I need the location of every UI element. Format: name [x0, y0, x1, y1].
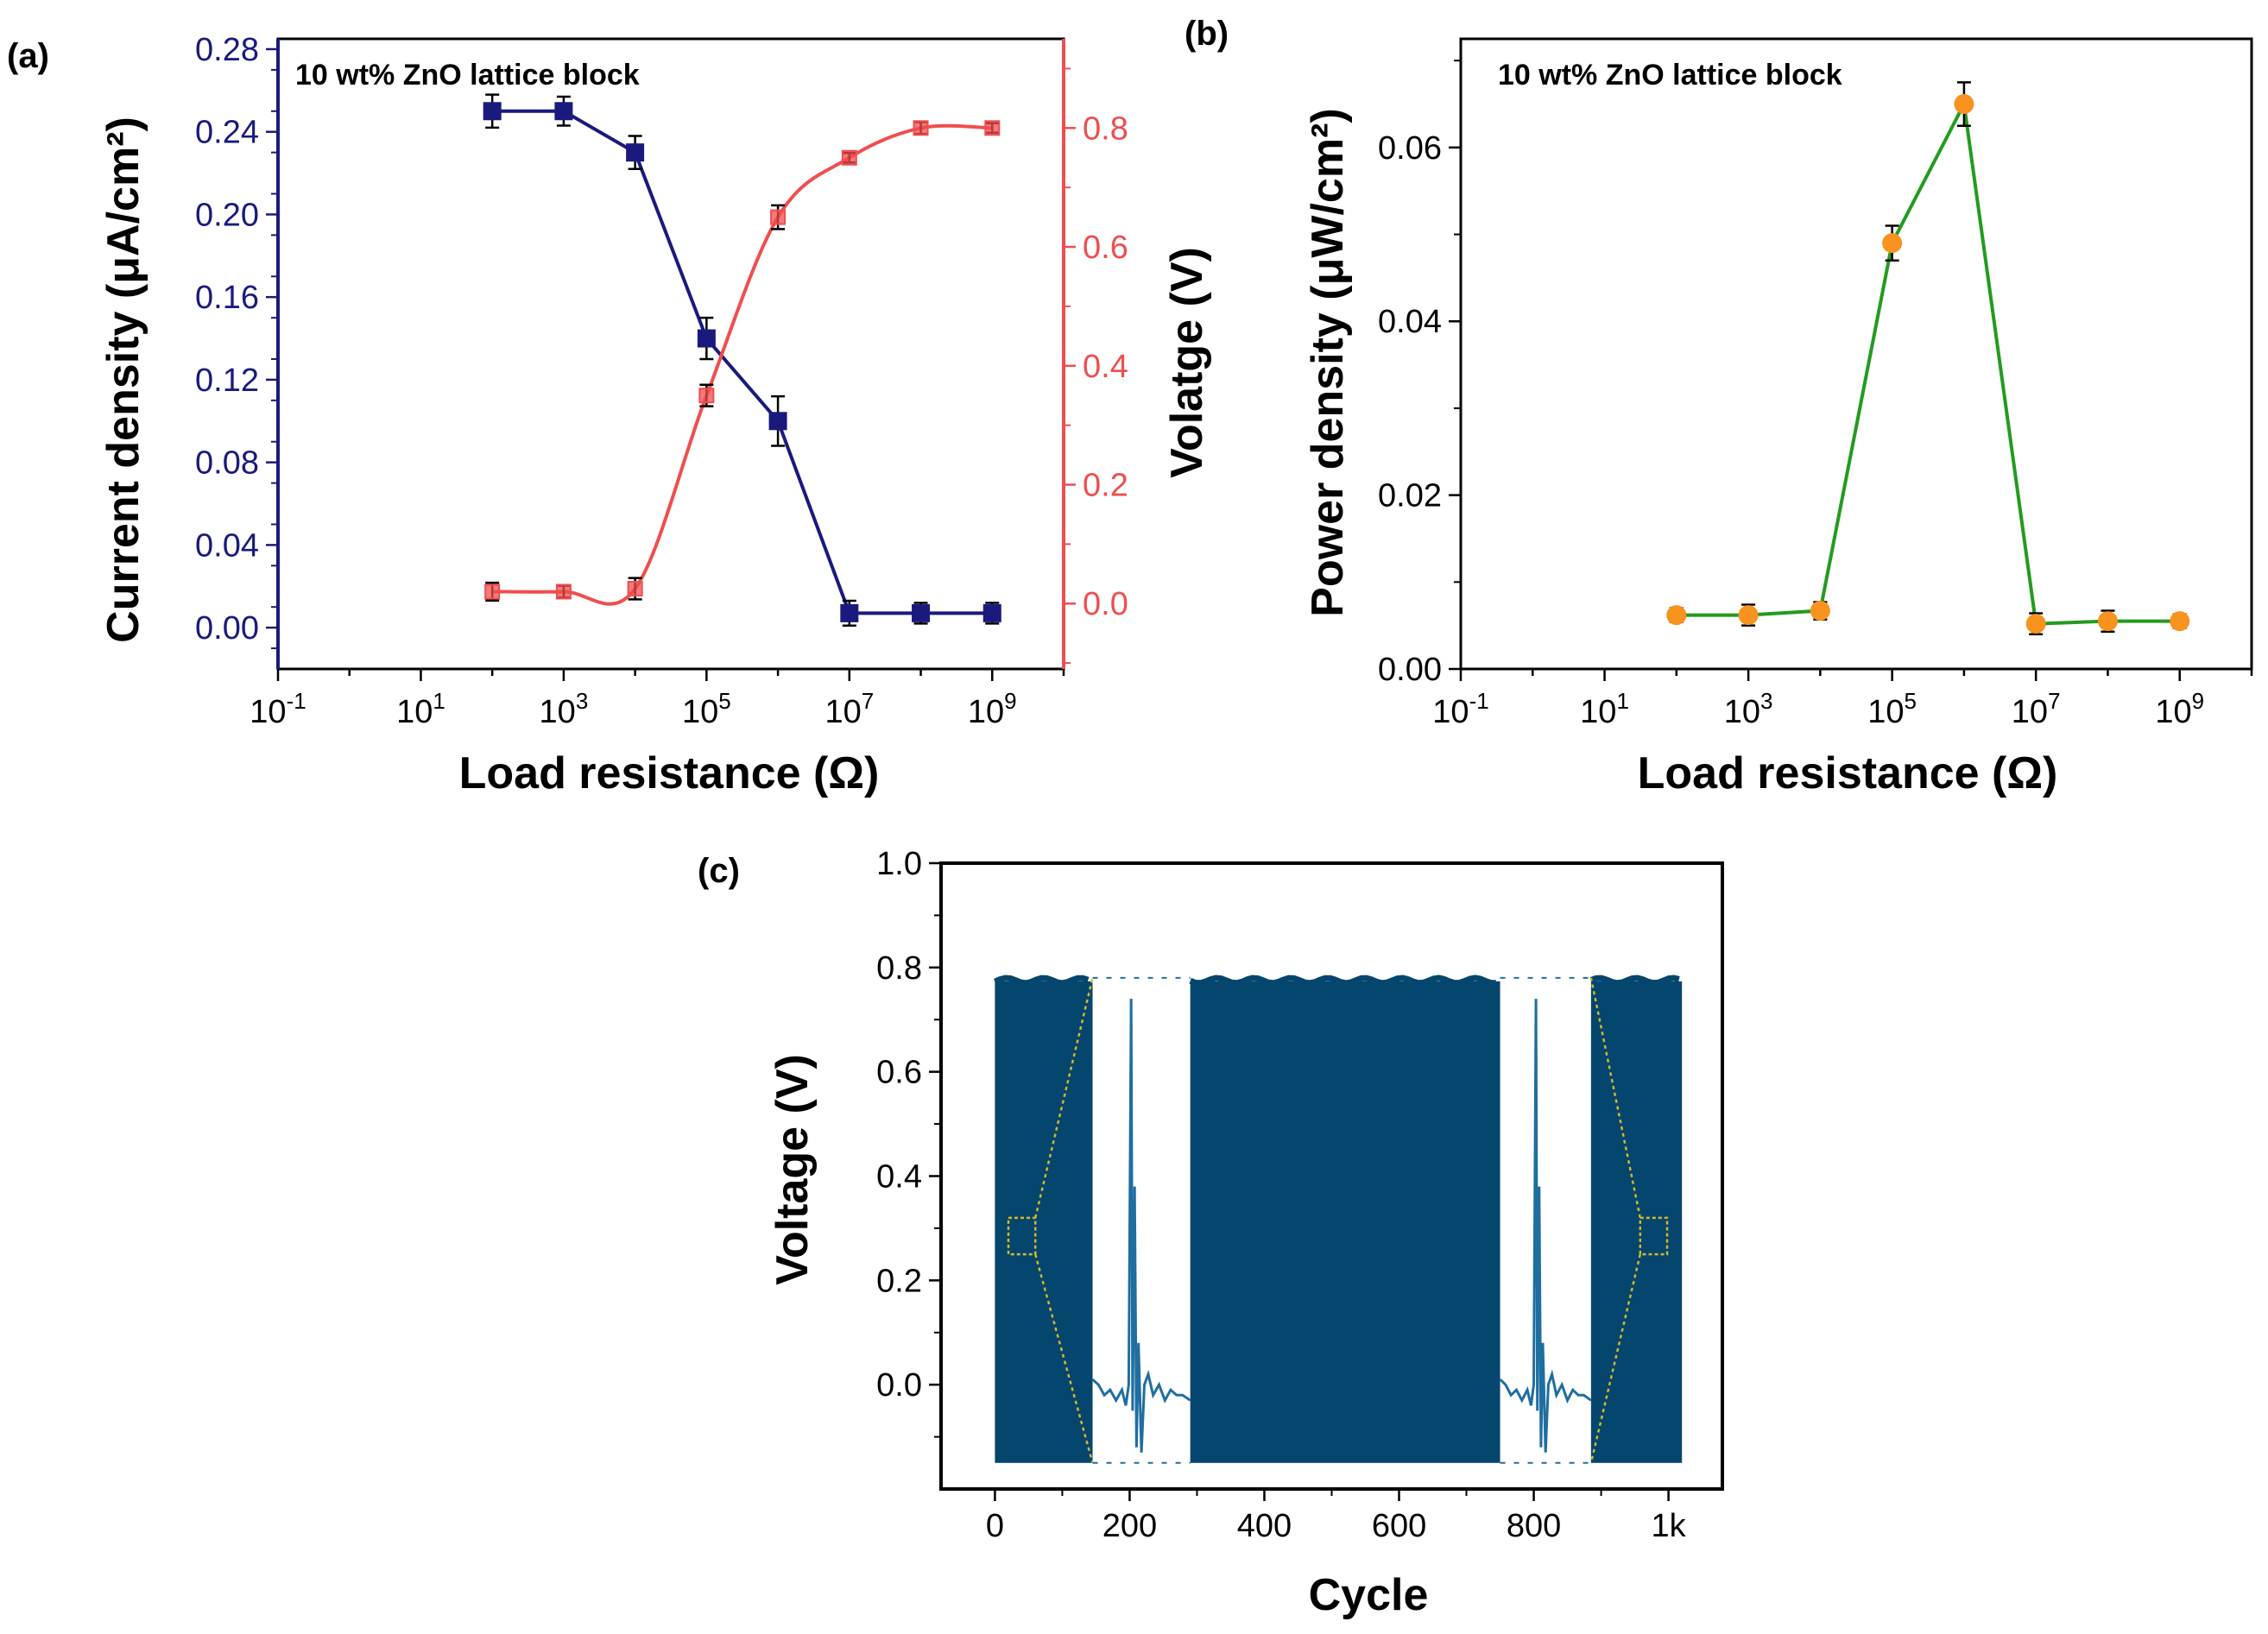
panel-b-power-point — [2097, 611, 2118, 632]
panel-a-voltage-point — [984, 120, 1001, 136]
panel-c-ytick-label: 0.0 — [876, 1367, 922, 1404]
panel-b-xtick-label: 10-1 — [1432, 688, 1488, 730]
panel-a-current-line — [492, 109, 993, 615]
panel-a-ytick-left-label: 0.28 — [195, 32, 259, 68]
panel-c-signal-peaks — [1589, 975, 1680, 987]
panel-c-xtick-label: 200 — [1102, 1508, 1157, 1544]
panel-c-zoom-box — [1639, 1216, 1669, 1256]
panel-c-xlabel: Cycle — [1309, 1570, 1429, 1620]
panel-a-ytick-left-label: 0.12 — [195, 363, 259, 399]
panel-a-current-point — [982, 603, 1001, 622]
panel-b-xtick-label: 101 — [1580, 688, 1629, 730]
panel-a-annotation: 10 wt% ZnO lattice block — [295, 59, 640, 91]
panel-a-xtick-label: 101 — [396, 688, 445, 730]
panel-a-voltage-point — [555, 584, 572, 600]
panel-c-signal-block — [995, 981, 1093, 1463]
panel-b-xtick-label: 107 — [2012, 688, 2061, 730]
panel-c-xtick-label: 800 — [1507, 1508, 1561, 1544]
panel-c-ytick-label: 0.4 — [876, 1159, 922, 1196]
panel-c-zoom-line — [1034, 1253, 1094, 1464]
panel-b-power-point — [1810, 601, 1830, 621]
panel-a-voltage-point — [913, 120, 929, 136]
panel-c-ytick-label: 0.6 — [876, 1055, 922, 1091]
panel-c-xtick-label: 1k — [1652, 1508, 1687, 1544]
panel-a-label: (a) — [7, 37, 49, 75]
panel-b-ylabel: Power density (μW/cm²) — [1303, 108, 1353, 616]
panel-a-ytick-right-label: 0.4 — [1083, 349, 1128, 385]
panel-a-ylabel-left: Current density (μA/cm²) — [98, 117, 148, 643]
panel-b-xtick-label: 103 — [1724, 688, 1773, 730]
panel-a-ytick-right-label: 0.8 — [1083, 110, 1128, 147]
panel-c-xtick-label: 0 — [986, 1508, 1004, 1544]
panel-a-ytick-right-label: 0.0 — [1083, 586, 1128, 622]
panel-c-signal-peaks — [1189, 975, 1496, 987]
panel-b-ytick-label: 0.06 — [1378, 130, 1442, 167]
panel-a-voltage-point — [841, 149, 857, 166]
panel-a-ytick-left-label: 0.24 — [195, 115, 259, 151]
panel-b-frame — [1459, 37, 2253, 671]
panel-c-label: (c) — [698, 852, 740, 890]
panel-a-current-point — [697, 329, 716, 348]
panel-b-ytick-label: 0.02 — [1378, 478, 1442, 514]
panel-b-power-point — [2170, 611, 2190, 632]
panel-a-xlabel: Load resistance (Ω) — [459, 748, 880, 798]
panel-c-signal-block — [1190, 981, 1500, 1463]
panel-b-xlabel: Load resistance (Ω) — [1638, 748, 2058, 798]
panel-a-voltage-line — [492, 123, 993, 606]
panel-a-current-point — [840, 603, 859, 622]
panel-a-frame — [276, 37, 1065, 671]
panel-a-voltage-point — [698, 388, 715, 404]
panel-a-ytick-left-label: 0.04 — [195, 527, 259, 564]
panel-a-xtick-label: 105 — [682, 688, 731, 730]
panel-a-xtick-label: 109 — [968, 688, 1017, 730]
panel-b-label: (b) — [1185, 15, 1229, 53]
panel-c-inset-trace — [1091, 999, 1191, 1453]
panel-c-ytick-label: 0.2 — [876, 1263, 922, 1299]
panel-a-xtick-label: 107 — [824, 688, 874, 730]
panel-b-power-line — [1676, 98, 2180, 626]
panel-c-zoom-line — [1589, 1253, 1642, 1464]
panel-c-xtick-label: 600 — [1372, 1508, 1426, 1544]
panel-c-signal-peaks — [994, 975, 1090, 987]
panel-a-ytick-left-label: 0.00 — [195, 610, 259, 647]
panel-b-xtick-label: 109 — [2155, 688, 2204, 730]
panel-c-ylabel: Voltage (V) — [768, 1054, 818, 1285]
panel-c-inset-trace — [1499, 999, 1592, 1453]
panel-b-xtick-label: 105 — [1867, 688, 1917, 730]
panel-b-power-point — [2025, 614, 2046, 634]
panel-a-voltage-point — [484, 584, 501, 600]
panel-a-ytick-left-label: 0.08 — [195, 445, 259, 482]
panel-a-xtick-label: 10-1 — [250, 688, 306, 730]
panel-a-ytick-left-label: 0.16 — [195, 280, 259, 316]
panel-a-ytick-left-label: 0.20 — [195, 197, 259, 233]
panel-c-xtick-label: 400 — [1237, 1508, 1292, 1544]
panel-b-annotation: 10 wt% ZnO lattice block — [1498, 59, 1842, 91]
panel-a-current-point — [626, 143, 645, 162]
panel-a-current-point — [768, 412, 787, 431]
panel-b-ytick-label: 0.04 — [1378, 304, 1442, 340]
panel-a-voltage-point — [770, 209, 787, 225]
panel-c-signal-block — [1590, 981, 1683, 1463]
panel-c-zoom-box — [1007, 1216, 1037, 1256]
panel-a-ytick-right-label: 0.2 — [1083, 468, 1128, 504]
panel-b-ytick-label: 0.00 — [1378, 652, 1442, 688]
panel-a-current-point — [554, 102, 573, 121]
panel-a-ytick-right-label: 0.6 — [1083, 230, 1128, 266]
panel-a-voltage-point — [627, 581, 643, 597]
panel-c-ytick-label: 1.0 — [876, 846, 922, 882]
panel-b-power-point — [1882, 233, 1903, 254]
panel-a-current-point — [912, 603, 931, 622]
panel-b-power-point — [1666, 605, 1687, 626]
panel-b-power-point — [1738, 605, 1759, 626]
panel-c-ytick-label: 0.8 — [876, 950, 922, 987]
panel-b-power-point — [1954, 94, 1974, 115]
panel-a-current-point — [483, 102, 502, 121]
panel-a-xtick-label: 103 — [540, 688, 589, 730]
panel-a-ylabel-right: Volatge (V) — [1162, 247, 1212, 478]
